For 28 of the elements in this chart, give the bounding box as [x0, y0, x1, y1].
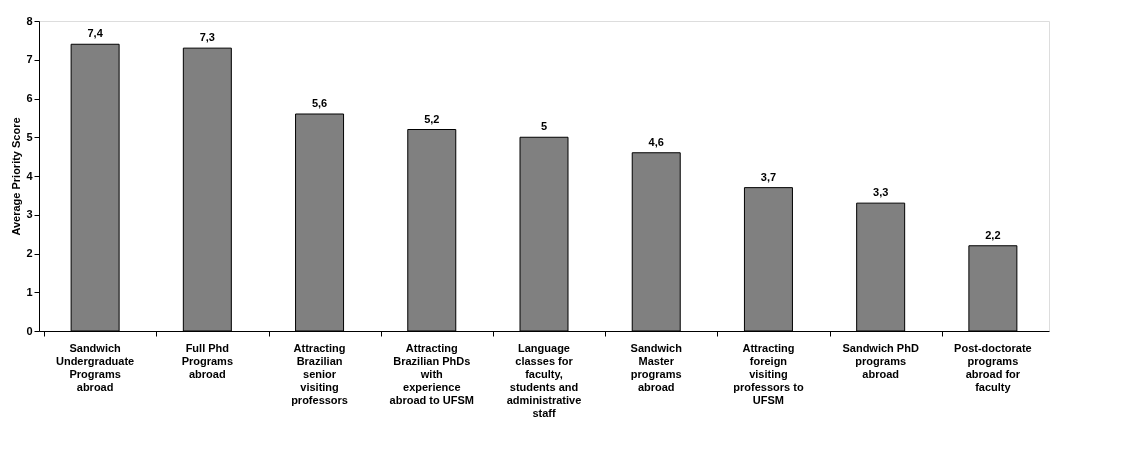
y-tick-label: 6	[26, 92, 33, 104]
data-label: 4,6	[648, 135, 664, 148]
y-tick-label: 3	[26, 208, 33, 221]
y-tick-label: 7	[26, 53, 33, 66]
y-tick-label: 8	[26, 14, 33, 27]
x-tick-label: Sandwich PhD programs abroad	[842, 341, 919, 380]
y-tick-label: 1	[26, 285, 33, 298]
y-tick-label: 2	[26, 247, 33, 259]
x-tick-label: Sandwich Undergraduate Programs abroad	[55, 341, 135, 393]
data-label: 5,6	[311, 97, 328, 109]
y-axis-title: Average Priority Score	[10, 117, 23, 236]
x-tick-label: Full Phd Programs abroad	[181, 341, 234, 380]
y-tick-label: 5	[26, 130, 33, 143]
data-label: 7,4	[87, 27, 104, 40]
x-tick-label: Attracting Brazilian PhDs with experience abroad to UFSM	[389, 341, 474, 406]
x-tick-label: Sandwich Master programs abroad	[630, 341, 683, 393]
x-tick-label: Attracting foreign visiting professors to UFSM	[733, 341, 804, 406]
y-tick-label: 4	[26, 169, 34, 182]
x-tick-label: Attracting Brazilian senior visiting professors	[291, 341, 348, 406]
data-label: 5,2	[424, 112, 440, 125]
x-tick-label: Language classes for faculty, students and administrative staff	[506, 341, 582, 419]
y-tick-label: 0	[26, 324, 33, 337]
data-label: 2,2	[985, 228, 1001, 241]
data-label: 3,7	[760, 170, 777, 183]
data-label: 7,3	[199, 31, 215, 44]
x-tick-label: Post-doctorate programs abroad for faculty	[954, 341, 1032, 393]
data-label: 3,3	[873, 186, 889, 199]
data-label: 5	[540, 120, 548, 133]
